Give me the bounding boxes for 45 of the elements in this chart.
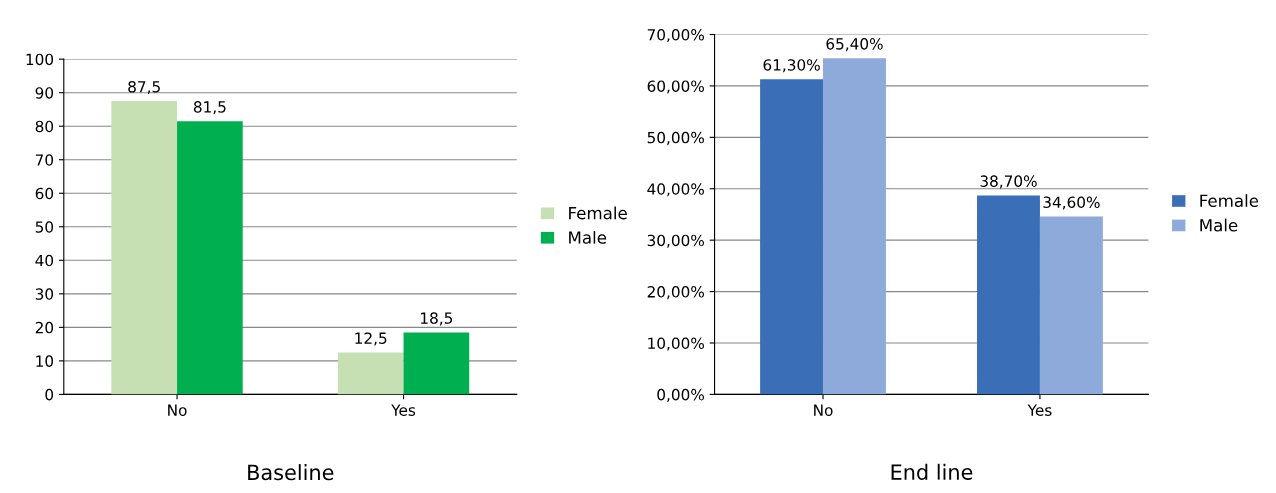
data-label: 81,5	[193, 101, 226, 115]
y-tick-label: 30,00%	[647, 234, 704, 248]
legend-label: Female	[569, 206, 627, 220]
data-label: 38,70%	[980, 175, 1037, 189]
bar	[111, 101, 178, 395]
bar	[337, 352, 404, 395]
y-tick-label: 70,00%	[647, 28, 704, 43]
bar	[977, 195, 1040, 395]
y-tick-label: 50,00%	[647, 131, 704, 145]
data-label: 34,60%	[1043, 196, 1100, 210]
x-tick-label: Yes	[1027, 404, 1052, 416]
legend-label: Male	[569, 230, 607, 244]
y-tick-label: 60	[35, 187, 54, 200]
bar	[403, 332, 470, 395]
x-tick-label: No	[168, 404, 187, 416]
data-label: 12,5	[355, 332, 387, 346]
data-label: 87,5	[128, 80, 160, 95]
y-tick-label: 0,00%	[657, 388, 704, 402]
text: End line	[891, 463, 973, 480]
y-tick-label: 30	[35, 288, 54, 300]
y-tick-label: 100	[26, 53, 54, 66]
x-tick-label: No	[814, 404, 833, 416]
data-label: 65,40%	[826, 38, 883, 52]
bar	[823, 58, 886, 395]
x-tick-label: Yes	[391, 404, 416, 416]
y-tick-label: 20	[35, 321, 54, 334]
y-tick-label: 90	[35, 87, 54, 99]
y-tick-label: 70	[35, 154, 54, 166]
y-tick-label: 60,00%	[647, 80, 704, 94]
y-tick-label: 40,00%	[647, 183, 704, 197]
y-tick-label: 40	[35, 254, 54, 267]
text: Baseline	[248, 464, 334, 481]
bar	[760, 79, 824, 395]
y-tick-label: 80	[35, 120, 54, 133]
data-label: 18,5	[421, 312, 453, 326]
y-tick-label: 50	[35, 221, 54, 233]
bar	[177, 121, 243, 395]
y-tick-label: 10,00%	[648, 337, 704, 351]
legend-label: Female	[1200, 194, 1259, 208]
y-tick-label: 10	[36, 355, 54, 367]
y-tick-label: 20,00%	[647, 286, 704, 300]
data-label: 61,30%	[763, 59, 820, 73]
legend-label: Male	[1200, 218, 1238, 232]
bar	[1039, 216, 1103, 395]
y-tick-label: 0	[45, 388, 54, 401]
